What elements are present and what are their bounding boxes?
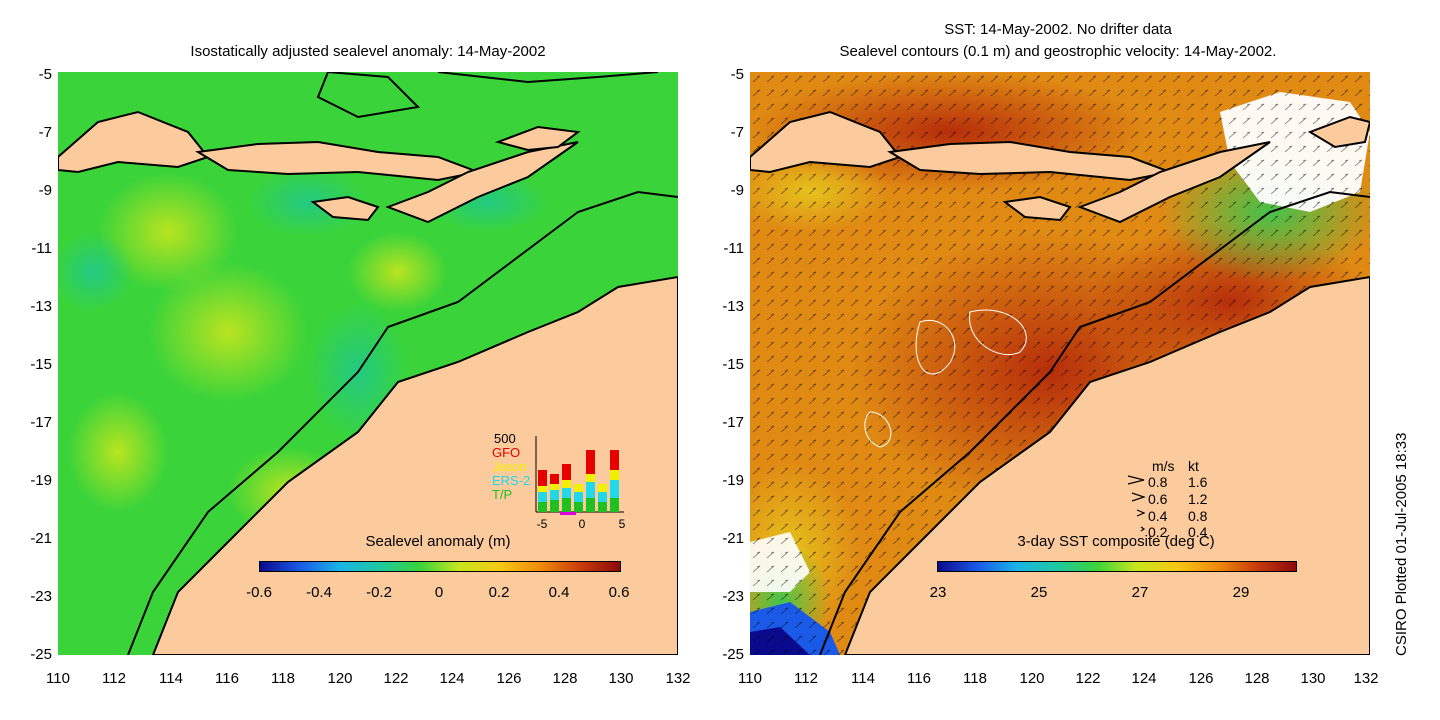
sealevel-anomaly-map [58,72,678,655]
y-tick-label: -5 [730,66,744,83]
inset-legend-gfo: GFO [492,445,521,460]
plot-credit: CSIRO Plotted 01-Jul-2005 18:33 [1393,432,1410,656]
inset-x-tick: 0 [578,517,586,531]
y-tick-label: -23 [722,588,744,605]
colorbar-tick: 27 [1131,584,1149,601]
x-tick-label: 124 [1131,670,1157,687]
x-tick-label: 124 [439,670,465,687]
velocity-legend-ms: 0.4 [1148,508,1168,524]
y-tick-label: -13 [30,298,52,315]
sealevel-colorbar [259,561,621,572]
y-tick-label: -7 [730,124,744,141]
inset-bar-chart [534,436,630,518]
y-tick-label: -25 [30,646,52,663]
x-tick-label: 114 [851,670,875,687]
x-tick-label: 120 [1019,670,1045,687]
x-tick-label: 128 [1244,670,1270,687]
y-tick-label: -15 [30,356,52,373]
velocity-legend-ms: 0.2 [1148,524,1168,540]
left-colorbar-label: Sealevel anomaly (m) [365,533,511,550]
inset-x-tick: -5 [536,517,548,531]
inset-bars [538,450,619,512]
sst-velocity-map [750,72,1370,655]
colorbar-tick: 25 [1030,584,1048,601]
velocity-legend-ms: 0.8 [1148,474,1168,490]
y-tick-label: -25 [722,646,744,663]
x-tick-label: 112 [102,670,126,687]
x-tick-label: 126 [1188,670,1214,687]
y-tick-label: -7 [38,124,52,141]
colorbar-tick: -0.6 [246,584,272,601]
x-tick-label: 112 [794,670,818,687]
x-tick-label: 114 [159,670,183,687]
inset-legend-jason: Jason [492,459,527,474]
x-tick-label: 118 [963,670,987,687]
inset-scale-label: 500 [494,431,516,446]
right-panel-title-line2: Sealevel contours (0.1 m) and geostrophi… [839,43,1277,60]
velocity-legend-kt: 0.4 [1188,524,1208,540]
x-tick-label: 110 [46,670,70,687]
x-tick-label: 120 [327,670,353,687]
colorbar-tick: 29 [1232,584,1250,601]
colorbar-tick: 0.2 [488,584,510,601]
x-tick-label: 116 [907,670,931,687]
x-tick-label: 128 [552,670,578,687]
colorbar-tick: 0.4 [548,584,570,601]
x-tick-label: 116 [215,670,239,687]
x-tick-label: 122 [383,670,409,687]
inset-x-tick: 5 [618,517,626,531]
colorbar-tick: 23 [929,584,947,601]
velocity-legend-kt: 0.8 [1188,508,1208,524]
right-panel-title-line1: SST: 14-May-2002. No drifter data [944,21,1172,38]
x-tick-label: 118 [271,670,295,687]
velocity-legend-kt: 1.6 [1188,474,1208,490]
y-tick-label: -19 [722,472,744,489]
y-tick-label: -23 [30,588,52,605]
y-tick-label: -15 [722,356,744,373]
velocity-legend-header-kt: kt [1188,458,1199,474]
y-tick-label: -17 [30,414,52,431]
y-tick-label: -21 [722,530,744,547]
velocity-legend-arrows [1127,475,1146,532]
y-tick-label: -9 [38,182,52,199]
x-tick-label: 132 [665,670,691,687]
x-tick-label: 110 [738,670,762,687]
y-tick-label: -21 [30,530,52,547]
y-tick-label: -9 [730,182,744,199]
colorbar-tick: 0 [434,584,444,601]
x-tick-label: 126 [496,670,522,687]
velocity-legend-ms: 0.6 [1148,491,1168,507]
colorbar-tick: -0.2 [366,584,392,601]
x-tick-label: 122 [1075,670,1101,687]
velocity-legend-header-ms: m/s [1152,458,1175,474]
y-tick-label: -11 [31,240,52,257]
x-tick-label: 132 [1353,670,1379,687]
y-tick-label: -11 [723,240,744,257]
colorbar-tick: -0.4 [306,584,332,601]
velocity-legend-kt: 1.2 [1188,491,1208,507]
x-tick-label: 130 [608,670,634,687]
y-tick-label: -5 [38,66,52,83]
sst-colorbar [937,561,1297,572]
y-tick-label: -13 [722,298,744,315]
right-colorbar-label: 3-day SST composite (deg C) [1017,533,1215,550]
inset-legend-tp: T/P [492,487,513,502]
left-panel-title: Isostatically adjusted sealevel anomaly:… [190,43,546,60]
y-tick-label: -19 [30,472,52,489]
x-tick-label: 130 [1300,670,1326,687]
colorbar-tick: 0.6 [608,584,630,601]
inset-legend-ers2: ERS-2 [492,473,531,488]
y-tick-label: -17 [722,414,744,431]
